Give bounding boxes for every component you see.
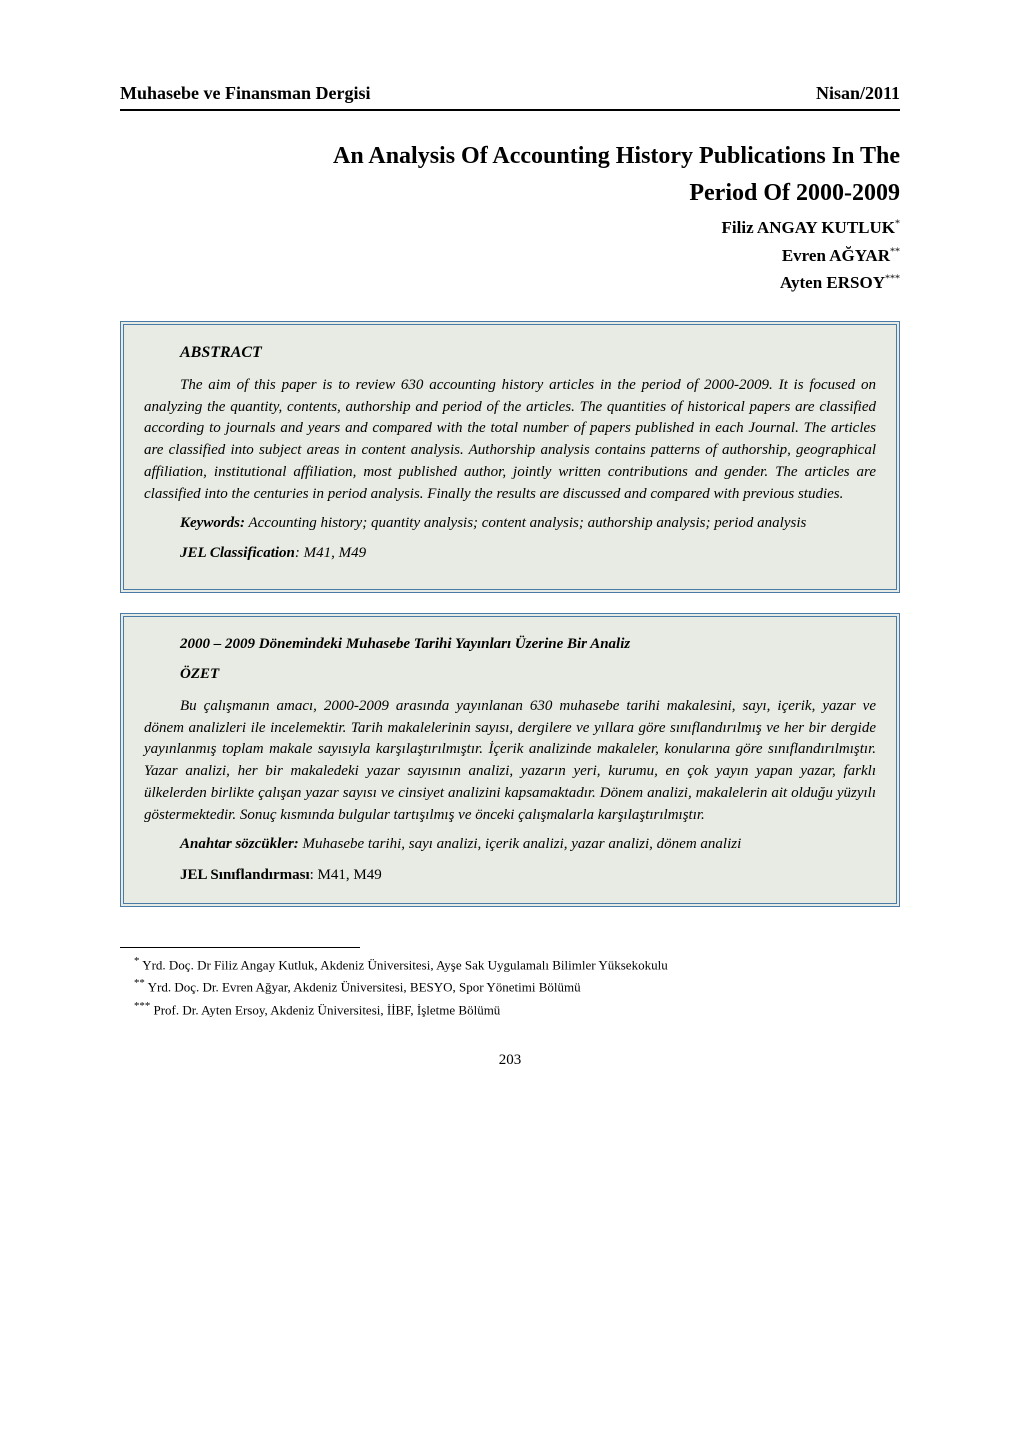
jel-label: JEL Classification xyxy=(180,545,295,561)
footnote-marker-icon: * xyxy=(134,955,139,967)
footnote-marker-icon: * xyxy=(895,219,900,230)
footnote-2: ** Yrd. Doç. Dr. Evren Ağyar, Akdeniz Ün… xyxy=(120,976,900,997)
paper-title-line1: An Analysis Of Accounting History Public… xyxy=(120,141,900,172)
keywords-label-tr: Anahtar sözcükler: xyxy=(180,836,299,852)
jel-label-tr: JEL Sınıflandırması xyxy=(180,867,310,883)
jel-text-tr: : M41, M49 xyxy=(310,867,382,883)
journal-title: Muhasebe ve Finansman Dergisi xyxy=(120,80,371,107)
abstract-tr-keywords: Anahtar sözcükler: Muhasebe tarihi, sayı… xyxy=(144,834,876,856)
issue-date: Nisan/2011 xyxy=(816,80,900,107)
footnote-marker-icon: ** xyxy=(134,977,145,989)
abstract-tr-jel: JEL Sınıflandırması: M41, M49 xyxy=(144,864,876,887)
footnote-separator xyxy=(120,947,360,954)
footnote-1-text: Yrd. Doç. Dr Filiz Angay Kutluk, Akdeniz… xyxy=(142,957,667,972)
keywords-text-tr: Muhasebe tarihi, sayı analizi, içerik an… xyxy=(299,836,741,852)
author-1: Filiz ANGAY KUTLUK* xyxy=(120,215,900,241)
author-2: Evren AĞYAR** xyxy=(120,243,900,269)
abstract-en-body: The aim of this paper is to review 630 a… xyxy=(144,375,876,506)
author-3: Ayten ERSOY*** xyxy=(120,270,900,296)
footnote-1: * Yrd. Doç. Dr Filiz Angay Kutluk, Akden… xyxy=(120,954,900,975)
footnote-marker-icon: ** xyxy=(890,246,900,257)
abstract-tr-subtitle: 2000 – 2009 Dönemindeki Muhasebe Tarihi … xyxy=(144,633,876,656)
keywords-label: Keywords: xyxy=(180,515,245,531)
abstract-en-heading: ABSTRACT xyxy=(144,341,876,365)
authors-block: Filiz ANGAY KUTLUK* Evren AĞYAR** Ayten … xyxy=(120,215,900,296)
jel-text: : M41, M49 xyxy=(295,545,366,561)
footnotes-block: * Yrd. Doç. Dr Filiz Angay Kutluk, Akden… xyxy=(120,954,900,1020)
abstract-en-keywords: Keywords: Accounting history; quantity a… xyxy=(144,513,876,535)
footnote-3-text: Prof. Dr. Ayten Ersoy, Akdeniz Üniversit… xyxy=(154,1002,501,1017)
footnote-marker-icon: *** xyxy=(885,274,900,285)
author-1-name: Filiz ANGAY KUTLUK xyxy=(722,218,895,237)
abstract-en-jel: JEL Classification: M41, M49 xyxy=(144,543,876,565)
footnote-2-text: Yrd. Doç. Dr. Evren Ağyar, Akdeniz Ünive… xyxy=(148,979,581,994)
footnote-marker-icon: *** xyxy=(134,1000,150,1012)
abstract-english-box: ABSTRACT The aim of this paper is to rev… xyxy=(120,321,900,593)
paper-title-line2: Period Of 2000-2009 xyxy=(120,178,900,209)
abstract-tr-heading: ÖZET xyxy=(144,663,876,686)
author-3-name: Ayten ERSOY xyxy=(780,273,885,292)
author-2-name: Evren AĞYAR xyxy=(782,246,890,265)
abstract-tr-body: Bu çalışmanın amacı, 2000-2009 arasında … xyxy=(144,696,876,827)
page-number: 203 xyxy=(120,1049,900,1072)
footnote-3: *** Prof. Dr. Ayten Ersoy, Akdeniz Ünive… xyxy=(120,999,900,1020)
abstract-turkish-box: 2000 – 2009 Dönemindeki Muhasebe Tarihi … xyxy=(120,613,900,907)
page-header: Muhasebe ve Finansman Dergisi Nisan/2011 xyxy=(120,80,900,111)
keywords-text: Accounting history; quantity analysis; c… xyxy=(245,515,806,531)
